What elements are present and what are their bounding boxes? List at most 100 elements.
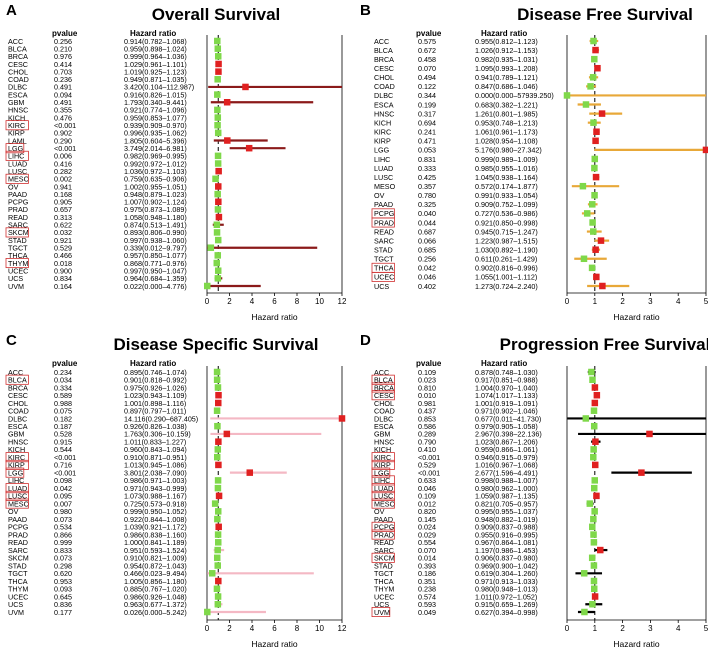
hazard-ratio-text: 0.627(0.394–0.998)	[475, 608, 538, 617]
hazard-ratio-text: 1.005(0.856–1.180)	[124, 577, 187, 586]
hazard-ratio-text: 0.960(0.843–1.094)	[124, 445, 187, 454]
pvalue-text: 0.164	[54, 282, 72, 291]
hazard-ratio-text: 0.971(0.902–1.046)	[475, 407, 538, 416]
cancer-label: BLCA	[374, 46, 393, 55]
hazard-ratio-point	[215, 183, 222, 190]
cancer-label: LUAD	[8, 484, 27, 493]
hazard-ratio-text: 0.948(0.882–1.019)	[475, 515, 538, 524]
hazard-ratio-text: 1.007(0.902–1.124)	[124, 198, 187, 207]
hazard-ratio-text: 0.946(0.915–0.979)	[475, 453, 538, 462]
significance-box	[371, 490, 395, 501]
pvalue-text: 0.853	[418, 414, 436, 423]
hazard-ratio-text: 0.971(0.913–1.033)	[475, 577, 538, 586]
pvalue-text: 0.534	[54, 523, 72, 532]
pvalue-text: <0.001	[54, 144, 76, 153]
hazard-ratio-point	[215, 213, 223, 221]
hazard-ratio-text: 0.986(0.838–1.160)	[124, 530, 187, 539]
pvalue-text: 0.325	[418, 200, 436, 209]
hazard-ratio-point	[214, 236, 222, 244]
cancer-label: BRCA	[374, 383, 394, 392]
cancer-label: PRAD	[8, 530, 28, 539]
cancer-label: SKCM	[374, 554, 395, 563]
pvalue-text: 0.820	[418, 507, 436, 516]
hazard-ratio-text: 0.910(0.871–0.951)	[124, 453, 187, 462]
hazard-ratio-text: 1.273(0.724–2.240)	[475, 282, 538, 291]
hazard-ratio-point	[214, 477, 222, 484]
hazard-ratio-point	[593, 273, 600, 281]
cancer-label: TGCT	[8, 569, 28, 578]
hazard-ratio-text: 1.058(0.948–1.180)	[124, 213, 187, 222]
pvalue-text: 0.070	[418, 64, 436, 73]
cancer-label: SKCM	[8, 228, 29, 237]
hazard-ratio-point	[591, 164, 598, 172]
pvalue-text: 0.416	[54, 159, 72, 168]
pvalue-text: 0.976	[54, 52, 72, 61]
hazard-ratio-header: Hazard ratio	[481, 359, 527, 368]
pvalue-text: 0.953	[54, 577, 72, 586]
significance-box	[371, 467, 391, 478]
significance-box	[5, 120, 29, 131]
hazard-ratio-text: 1.026(0.912–1.153)	[475, 46, 538, 55]
hazard-ratio-text: 1.002(0.955–1.051)	[124, 182, 187, 191]
cancer-label: BLCA	[374, 376, 393, 385]
cancer-label: BRCA	[8, 52, 28, 61]
pvalue-text: 0.645	[54, 592, 72, 601]
significance-box	[371, 607, 391, 618]
hazard-ratio-point	[591, 399, 599, 407]
pvalue-text: 0.317	[418, 109, 436, 118]
hazard-ratio-point	[594, 64, 601, 72]
hazard-ratio-point	[597, 546, 604, 554]
hazard-ratio-text: 1.045(0.938–1.164)	[475, 173, 538, 182]
cancer-label: THYM	[8, 585, 28, 594]
pvalue-header: pvalue	[416, 29, 442, 38]
cancer-label: KICH	[8, 113, 25, 122]
hazard-ratio-header: Hazard ratio	[130, 29, 176, 38]
hazard-ratio-text: 0.339(0.012–9.797)	[124, 244, 187, 253]
cancer-label: LIHC	[8, 152, 24, 161]
cancer-label: ESCA	[8, 90, 28, 99]
hazard-ratio-point	[588, 368, 595, 376]
panel-letter: B	[360, 2, 371, 19]
hazard-ratio-text: 1.036(0.972–1.103)	[124, 167, 187, 176]
pvalue-text: 0.018	[54, 259, 72, 268]
cancer-label: KIRP	[374, 137, 391, 146]
pvalue-text: 0.168	[54, 190, 72, 199]
cancer-label: UCS	[374, 282, 389, 291]
pvalue-text: 0.042	[54, 484, 72, 493]
hazard-ratio-text: 0.995(0.955–1.037)	[475, 507, 538, 516]
pvalue-text: 0.694	[418, 118, 436, 127]
hazard-ratio-text: 0.959(0.866–1.061)	[475, 445, 538, 454]
cancer-label: LIHC	[374, 476, 390, 485]
hazard-ratio-text: 1.004(0.970–1.040)	[475, 383, 538, 392]
cancer-label: BRCA	[374, 55, 394, 64]
hazard-ratio-text: 1.073(0.988–1.167)	[124, 492, 187, 501]
hazard-ratio-point	[204, 608, 211, 616]
hazard-ratio-point	[214, 562, 221, 569]
x-tick-label: 4	[676, 297, 681, 306]
hazard-ratio-text: 0.954(0.872–1.043)	[124, 561, 187, 570]
hazard-ratio-point	[592, 246, 599, 253]
hazard-ratio-text: 1.039(0.921–1.172)	[124, 523, 187, 532]
cancer-label: PCPG	[8, 198, 29, 207]
cancer-label: ACC	[374, 37, 389, 46]
cancer-label: UCEC	[8, 592, 28, 601]
hazard-ratio-text: 0.906(0.837–0.980)	[475, 554, 538, 563]
cancer-label: UVM	[374, 608, 390, 617]
pvalue-text: 0.575	[418, 37, 436, 46]
hazard-ratio-point	[590, 119, 597, 126]
x-tick-label: 10	[315, 624, 324, 633]
hazard-ratio-point	[214, 76, 221, 83]
hazard-ratio-point	[580, 255, 588, 263]
pvalue-text: <0.001	[418, 468, 440, 477]
cancer-label: KIRC	[374, 453, 391, 462]
hazard-ratio-text: 0.921(0.774–1.096)	[124, 106, 187, 115]
pvalue-text: 0.289	[418, 430, 436, 439]
hazard-ratio-point	[592, 173, 600, 181]
pvalue-text: 0.999	[54, 538, 72, 547]
pvalue-text: 0.046	[418, 484, 436, 493]
pvalue-text: 0.334	[54, 383, 72, 392]
cancer-label: PAAD	[374, 515, 393, 524]
hazard-ratio-text: 1.095(0.993–1.208)	[475, 64, 538, 73]
pvalue-text: 0.476	[54, 113, 72, 122]
hazard-ratio-point	[590, 422, 598, 430]
